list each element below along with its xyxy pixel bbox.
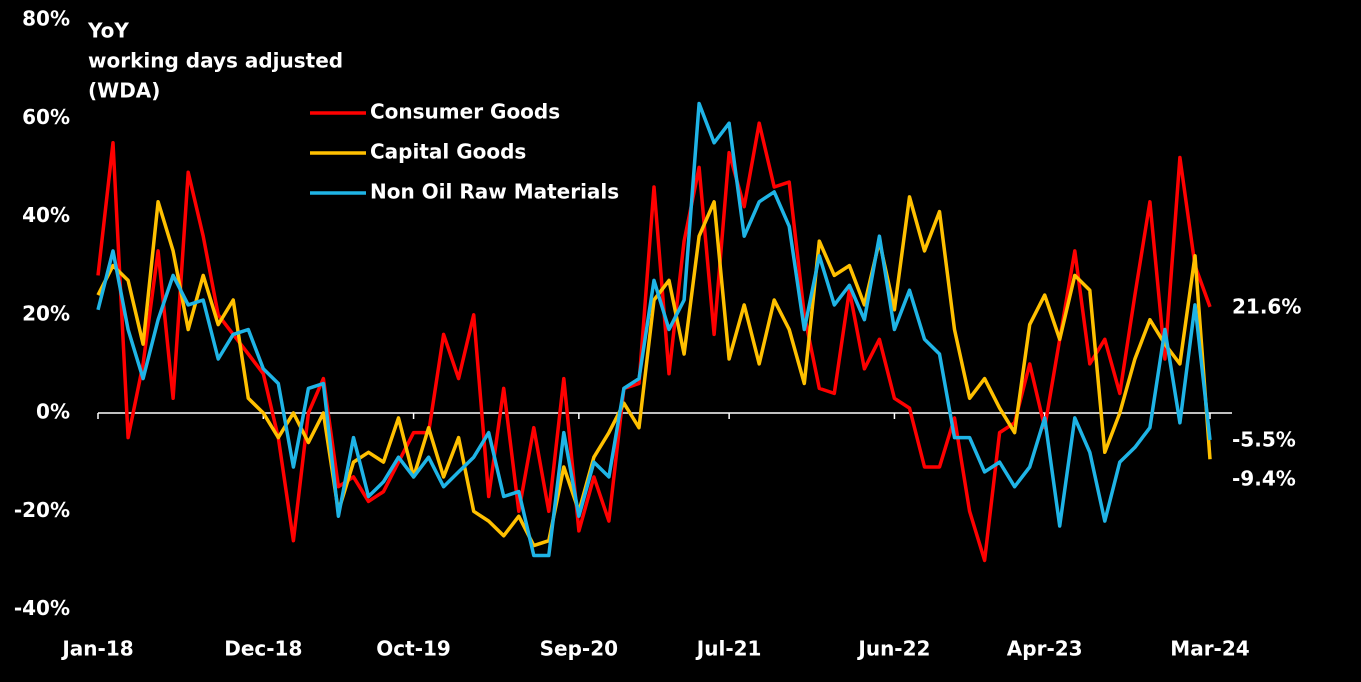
title-line: working days adjusted [88,49,343,73]
y-tick-label: 80% [22,7,70,31]
title-line: YoY [87,19,129,43]
y-tick-label: 60% [22,105,70,129]
series-line [96,121,1212,563]
x-tick-label: Apr-23 [1007,637,1083,661]
x-tick-label: Jun-22 [856,637,930,661]
x-tick-label: Mar-24 [1170,637,1249,661]
end-label: 21.6% [1232,295,1301,319]
y-tick-label: 40% [22,203,70,227]
x-tick-label: Sep-20 [540,637,618,661]
legend-label: Non Oil Raw Materials [370,180,619,204]
legend-label: Consumer Goods [370,100,560,124]
series-line [96,101,1212,558]
x-tick-label: Oct-19 [376,637,451,661]
y-tick-label: 0% [36,400,70,424]
x-tick-label: Jul-21 [695,637,762,661]
series-line [96,195,1212,548]
y-tick-label: 20% [22,301,70,325]
end-label: -9.4% [1232,467,1296,491]
end-label: -5.5% [1232,428,1296,452]
x-tick-label: Jan-18 [60,637,133,661]
title-line: (WDA) [88,79,160,103]
y-tick-label: -20% [14,498,70,522]
y-tick-label: -40% [14,596,70,620]
x-tick-label: Dec-18 [224,637,302,661]
legend-label: Capital Goods [370,140,526,164]
